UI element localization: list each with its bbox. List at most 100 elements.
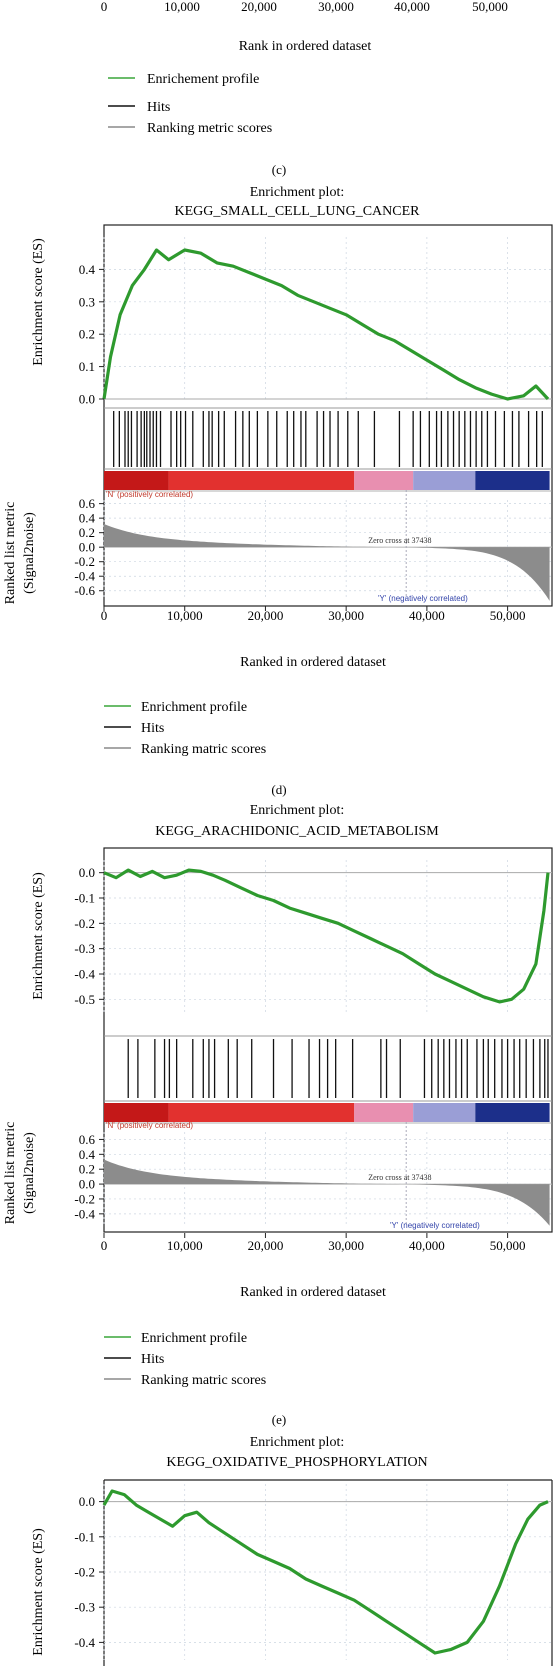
panel-f: Enrichment plot: KEGG_OXIDATIVE_PHOSPHOR… bbox=[31, 1435, 552, 1666]
es-y-tick-label: -0.4 bbox=[74, 1635, 95, 1650]
es-grid bbox=[104, 1484, 552, 1660]
es-y-tick-label: -0.3 bbox=[74, 1600, 95, 1615]
legend-label: Hits bbox=[141, 1352, 164, 1367]
legend: Enrichement profile Hits Ranking metric … bbox=[108, 72, 272, 136]
es-y-tick-label: -0.3 bbox=[74, 941, 95, 956]
positive-correlation-label: 'N' (positively correlated) bbox=[106, 490, 193, 499]
panel-c-xticks: 0 10,000 20,000 30,000 40,000 50,000 bbox=[101, 0, 508, 14]
es-y-ticks: 0.0 0.1 0.2 0.3 0.4 bbox=[79, 262, 104, 407]
metric-y-tick-label: 0.2 bbox=[79, 1162, 95, 1177]
es-y-tick-label: 0.0 bbox=[79, 392, 95, 407]
legend-label: Ranking metric scores bbox=[147, 121, 272, 136]
es-y-tick-label: -0.2 bbox=[74, 916, 95, 931]
chart-title-line1: Enrichment plot: bbox=[250, 803, 344, 818]
x-tick-label: 30,000 bbox=[318, 0, 354, 14]
x-axis-label: Ranked in ordered dataset bbox=[240, 655, 386, 670]
es-y-axis-label: Enrichment score (ES) bbox=[31, 1528, 46, 1656]
metric-y-tick-label: 0.4 bbox=[79, 1147, 96, 1162]
color-band bbox=[169, 471, 355, 490]
chart-title-line2: KEGG_SMALL_CELL_LUNG_CANCER bbox=[175, 204, 421, 219]
legend-label: Hits bbox=[147, 100, 170, 115]
legend-label: Enrichement profile bbox=[147, 72, 259, 87]
color-band bbox=[354, 471, 413, 490]
panel-c: 0 10,000 20,000 30,000 40,000 50,000 Ran… bbox=[101, 0, 508, 177]
negative-correlation-label: 'Y' (negatively correlated) bbox=[390, 1221, 480, 1230]
hit-marks bbox=[114, 411, 543, 467]
legend-label: Enrichment profile bbox=[141, 1331, 247, 1346]
es-y-tick-label: 0.0 bbox=[79, 865, 95, 880]
x-ticks: 0 10,000 20,000 30,000 40,000 50,000 bbox=[101, 1233, 526, 1253]
metric-y-tick-label: -0.2 bbox=[74, 554, 95, 569]
metric-y-ticks: 0.60.40.20.0-0.2-0.4 bbox=[74, 1132, 104, 1221]
es-y-tick-label: -0.1 bbox=[74, 891, 95, 906]
x-tick-label: 20,000 bbox=[248, 1238, 284, 1253]
x-tick-label: 40,000 bbox=[394, 0, 430, 14]
metric-y-axis-label-line1: Ranked list metric bbox=[3, 1122, 18, 1225]
x-tick-label: 20,000 bbox=[241, 0, 277, 14]
es-y-tick-label: -0.1 bbox=[74, 1529, 95, 1544]
color-band bbox=[104, 471, 169, 490]
negative-correlation-label: 'Y' (negatively correlated) bbox=[378, 594, 468, 603]
x-axis-label: Rank in ordered dataset bbox=[239, 39, 372, 54]
x-tick-label: 40,000 bbox=[409, 608, 445, 623]
es-y-tick-label: 0.4 bbox=[79, 262, 96, 277]
chart-title-line2: KEGG_OXIDATIVE_PHOSPHORYLATION bbox=[166, 1455, 427, 1470]
metric-y-tick-label: 0.6 bbox=[79, 496, 96, 511]
panel-label: (c) bbox=[272, 162, 286, 177]
metric-y-tick-label: 0.0 bbox=[79, 540, 95, 555]
x-tick-label: 50,000 bbox=[490, 1238, 526, 1253]
metric-y-tick-label: -0.4 bbox=[74, 1206, 95, 1221]
correlation-color-bar bbox=[104, 1103, 552, 1123]
es-grid bbox=[104, 237, 552, 399]
ranked-metric-area bbox=[104, 524, 550, 601]
x-tick-label: 20,000 bbox=[248, 608, 284, 623]
metric-y-tick-label: 0.6 bbox=[79, 1132, 96, 1147]
es-y-tick-label: 0.1 bbox=[79, 359, 95, 374]
metric-y-tick-label: 0.0 bbox=[79, 1177, 95, 1192]
legend-label: Ranking matric scores bbox=[141, 1373, 266, 1388]
es-y-tick-label: 0.2 bbox=[79, 327, 95, 342]
es-y-tick-label: -0.5 bbox=[74, 992, 95, 1007]
x-tick-label: 40,000 bbox=[409, 1238, 445, 1253]
es-y-tick-label: 0.0 bbox=[79, 1494, 95, 1509]
panel-d: Enrichment plot: KEGG_SMALL_CELL_LUNG_CA… bbox=[3, 185, 552, 797]
es-grid bbox=[104, 860, 552, 1012]
chart-title-line2: KEGG_ARACHIDONIC_ACID_METABOLISM bbox=[155, 824, 439, 839]
x-ticks: 0 10,000 20,000 30,000 40,000 50,000 bbox=[101, 606, 526, 623]
es-y-ticks: 0.0 -0.1 -0.2 -0.3 -0.4 -0.5 bbox=[74, 865, 104, 1007]
positive-correlation-label: 'N' (positively correlated) bbox=[106, 1121, 193, 1130]
color-band bbox=[169, 1103, 355, 1122]
es-profile-line bbox=[104, 250, 548, 399]
es-y-axis-label: Enrichment score (ES) bbox=[31, 872, 46, 1000]
metric-y-tick-label: 0.2 bbox=[79, 525, 95, 540]
metric-y-axis-label-line1: Ranked list metric bbox=[3, 502, 18, 605]
metric-y-tick-label: 0.4 bbox=[79, 511, 96, 526]
x-tick-label: 10,000 bbox=[167, 608, 203, 623]
color-band bbox=[413, 1103, 475, 1122]
color-band bbox=[475, 471, 549, 490]
legend: Enrichment profile Hits Ranking matric s… bbox=[104, 1331, 266, 1388]
x-tick-label: 30,000 bbox=[328, 1238, 364, 1253]
color-band bbox=[475, 1103, 549, 1122]
chart-title-line1: Enrichment plot: bbox=[250, 1435, 344, 1450]
es-y-tick-label: 0.3 bbox=[79, 294, 95, 309]
correlation-color-bar bbox=[104, 471, 552, 491]
metric-y-tick-label: -0.6 bbox=[74, 583, 95, 598]
x-axis-label: Ranked in ordered dataset bbox=[240, 1285, 386, 1300]
es-profile-line bbox=[104, 870, 548, 1002]
metric-y-tick-label: -0.2 bbox=[74, 1191, 95, 1206]
es-y-ticks: 0.0 -0.1 -0.2 -0.3 -0.4 bbox=[74, 1494, 104, 1650]
es-y-tick-label: -0.4 bbox=[74, 967, 95, 982]
x-tick-label: 10,000 bbox=[164, 0, 200, 14]
legend-label: Ranking matric scores bbox=[141, 742, 266, 757]
x-tick-label: 50,000 bbox=[472, 0, 508, 14]
color-band bbox=[354, 1103, 413, 1122]
x-tick-label: 10,000 bbox=[167, 1238, 203, 1253]
x-tick-label: 0 bbox=[101, 608, 108, 623]
x-tick-label: 0 bbox=[101, 1238, 108, 1253]
es-y-axis-label: Enrichment score (ES) bbox=[31, 238, 46, 366]
legend: Enrichment profile Hits Ranking matric s… bbox=[104, 700, 266, 757]
color-band bbox=[104, 1103, 169, 1122]
x-tick-label: 50,000 bbox=[490, 608, 526, 623]
zero-cross-label: Zero cross at 37438 bbox=[368, 536, 431, 545]
